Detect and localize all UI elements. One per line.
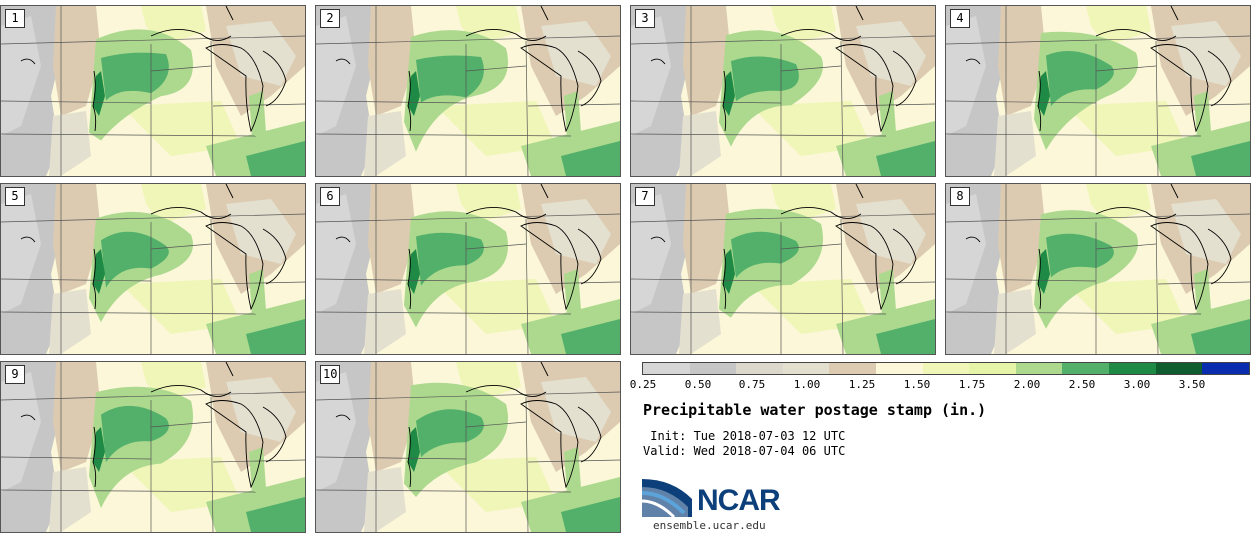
- legend-tick: 1.00: [793, 378, 821, 391]
- init-time: Init: Tue 2018-07-03 12 UTC: [643, 429, 846, 443]
- color-legend: [642, 362, 1250, 375]
- member-number: 9: [5, 365, 25, 384]
- legend-bin-8: [969, 363, 1016, 374]
- member-number: 4: [950, 9, 970, 28]
- legend-bin-12: [1155, 363, 1203, 374]
- legend-tick: 3.50: [1178, 378, 1206, 391]
- member-number: 5: [5, 187, 25, 206]
- legend-bin-6: [876, 363, 923, 374]
- map-panel: 2: [315, 5, 621, 177]
- map-panel: 1: [0, 5, 306, 177]
- legend-bin-2: [689, 363, 737, 374]
- legend-bin-4: [782, 363, 830, 374]
- logo-wordmark: NCAR: [697, 484, 781, 517]
- map-panel: 9: [0, 361, 306, 533]
- map-panel: 10: [315, 361, 621, 533]
- map-panel: 6: [315, 183, 621, 355]
- plot-title: Precipitable water postage stamp (in.): [643, 401, 987, 419]
- member-number: 2: [320, 9, 340, 28]
- member-number: 8: [950, 187, 970, 206]
- map-panel: 5: [0, 183, 306, 355]
- legend-tick: 3.00: [1123, 378, 1151, 391]
- legend-tick: 1.75: [958, 378, 986, 391]
- logo-url: ensemble.ucar.edu: [653, 519, 766, 532]
- member-number: 10: [320, 365, 341, 384]
- legend-bin-13: [1202, 363, 1249, 374]
- legend-tick: 2.50: [1068, 378, 1096, 391]
- legend-bin-11: [1109, 363, 1156, 374]
- legend-bin-1: [643, 363, 690, 374]
- map-panel: 8: [945, 183, 1251, 355]
- member-number: 6: [320, 187, 340, 206]
- map-panel: 7: [630, 183, 936, 355]
- member-number: 3: [635, 9, 655, 28]
- legend-tick: 2.00: [1013, 378, 1041, 391]
- map-panel: 4: [945, 5, 1251, 177]
- legend-bin-3: [736, 363, 783, 374]
- legend-tick: 1.25: [848, 378, 876, 391]
- legend-bin-5: [829, 363, 877, 374]
- member-number: 1: [5, 9, 25, 28]
- ncar-logo-icon: [642, 479, 692, 519]
- legend-tick: 0.50: [684, 378, 712, 391]
- legend-bin-9: [1015, 363, 1063, 374]
- legend-tick: 0.75: [738, 378, 766, 391]
- legend-tick: 0.25: [629, 378, 657, 391]
- legend-bin-10: [1062, 363, 1110, 374]
- valid-time: Valid: Wed 2018-07-04 06 UTC: [643, 444, 846, 458]
- legend-tick: 1.50: [903, 378, 931, 391]
- member-number: 7: [635, 187, 655, 206]
- legend-bin-7: [922, 363, 970, 374]
- map-panel: 3: [630, 5, 936, 177]
